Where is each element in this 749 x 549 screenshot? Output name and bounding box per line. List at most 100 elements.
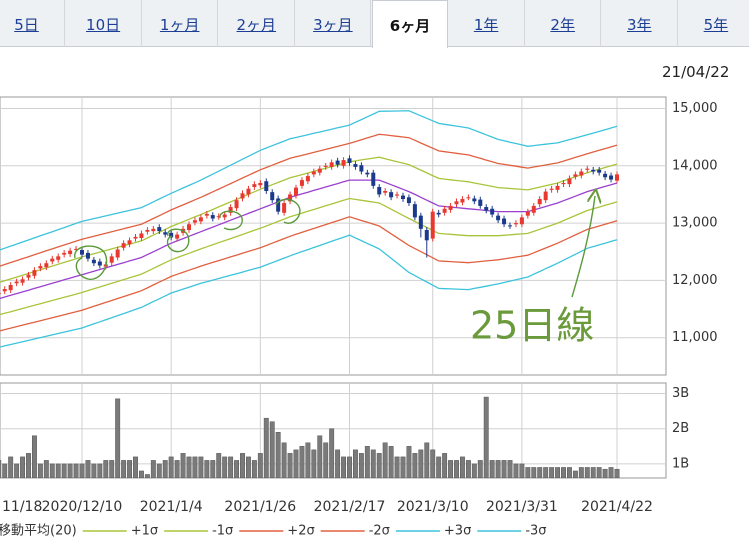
tab[interactable]: 6ヶ月 — [372, 0, 448, 48]
tab-bar: 5日 10日 1ヶ月 2ヶ月 3ヶ月 6ヶ月 1年 2年 3年 5年 — [0, 0, 749, 48]
tab[interactable]: 5日 — [0, 0, 65, 47]
x-tick-label: 2021/4/22 — [581, 499, 653, 515]
volume-bar — [513, 463, 519, 478]
candle-body — [519, 217, 524, 225]
x-tick-label: 2021/1/26 — [224, 499, 296, 515]
candle-body — [8, 285, 13, 291]
candle-body — [20, 279, 25, 283]
y-tick-label: 2B — [672, 421, 689, 436]
y-tick-label: 13,000 — [672, 216, 718, 231]
volume-bar — [49, 463, 55, 478]
volume-bar — [281, 442, 287, 478]
candle-body — [561, 182, 566, 185]
candle-body — [603, 173, 608, 178]
candle-body — [68, 250, 73, 255]
tab[interactable]: 2年 — [525, 0, 602, 47]
candle-body — [513, 223, 518, 225]
volume-bar — [20, 456, 26, 478]
volume-bar — [436, 456, 442, 478]
candle-body — [222, 214, 227, 218]
volume-bar — [31, 435, 37, 478]
volume-bar — [376, 453, 382, 478]
volume-bar — [192, 456, 198, 478]
tab[interactable]: 2ヶ月 — [219, 0, 295, 47]
candle-body — [151, 228, 156, 232]
volume-bar — [424, 442, 430, 478]
volume-bar — [578, 467, 584, 478]
candle-body — [258, 182, 263, 186]
tab[interactable]: 5年 — [678, 0, 749, 47]
candle-body — [228, 207, 233, 213]
volume-bar — [55, 463, 61, 478]
candle-body — [157, 227, 162, 232]
candle-body — [401, 195, 405, 200]
candle-body — [353, 164, 358, 167]
volume-bar — [85, 460, 91, 478]
band-line — [0, 216, 618, 332]
candle-body — [543, 191, 548, 201]
band-line — [0, 110, 618, 251]
candle-body — [406, 197, 411, 204]
volume-bar — [329, 428, 335, 478]
candle-body — [508, 225, 512, 227]
candle-body — [395, 194, 400, 196]
candle-body — [484, 207, 489, 211]
volume-bar — [115, 398, 121, 478]
volume-bar — [572, 470, 578, 478]
volume-bar — [275, 432, 281, 478]
candle-body — [424, 229, 429, 241]
volume-bar — [323, 442, 329, 478]
candle-body — [127, 240, 132, 245]
candle-body — [305, 176, 310, 182]
band-line — [0, 156, 618, 283]
candle-body — [567, 178, 572, 185]
volume-bar — [174, 460, 180, 478]
tab[interactable]: 3年 — [602, 0, 678, 47]
candle-body — [490, 208, 495, 215]
candle-body — [430, 211, 435, 239]
band-line — [0, 234, 618, 348]
volume-bar — [222, 456, 228, 478]
volume-bar — [287, 453, 293, 478]
tab[interactable]: 10日 — [66, 0, 142, 47]
volume-bar — [489, 460, 495, 478]
y-tick-label: 12,000 — [672, 273, 718, 288]
volume-bar — [311, 449, 317, 478]
tab[interactable]: 3ヶ月 — [295, 0, 372, 47]
candle-body — [573, 174, 578, 177]
volume-bar — [459, 456, 465, 478]
candle-body — [91, 259, 96, 264]
candle-body — [496, 215, 501, 221]
candle-body — [56, 256, 61, 260]
candle-body — [80, 250, 84, 255]
volume-bar — [412, 453, 418, 478]
volume-bar — [561, 467, 566, 478]
candle-body — [240, 193, 245, 199]
volume-bar — [133, 456, 138, 478]
candle-body — [383, 191, 388, 193]
candle-body — [169, 232, 174, 238]
candle-body — [525, 211, 530, 216]
tab[interactable]: 1年 — [449, 0, 525, 47]
circle-mark — [166, 228, 190, 253]
candle-body — [609, 175, 614, 180]
candle-body — [38, 266, 43, 269]
volume-bar — [269, 421, 275, 478]
x-tick-label: 11/18 — [2, 499, 42, 515]
tab[interactable]: 1ヶ月 — [142, 0, 219, 47]
candle-body — [198, 217, 203, 222]
volume-bar — [584, 467, 590, 478]
volume-bar — [156, 463, 162, 478]
volume-bar — [596, 467, 602, 478]
volume-bar — [566, 467, 572, 478]
candle-body — [50, 258, 55, 262]
volume-bar — [614, 468, 620, 478]
volume-bar — [168, 456, 174, 478]
candle-body — [44, 263, 49, 268]
volume-bar — [442, 453, 448, 478]
volume-bar — [388, 446, 394, 478]
volume-bar — [240, 453, 245, 478]
candle-body — [311, 171, 316, 175]
x-tick-label: 2021/2/17 — [314, 499, 386, 515]
